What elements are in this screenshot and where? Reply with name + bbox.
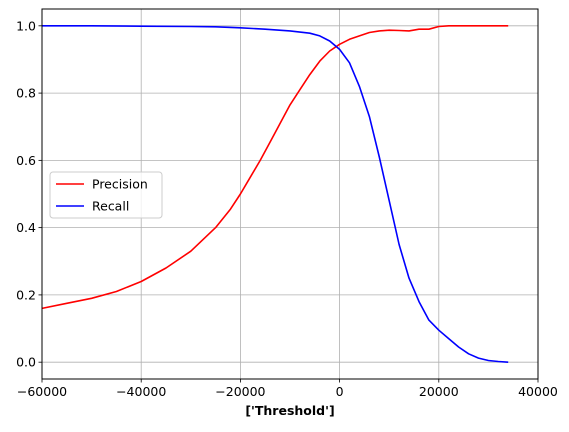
series-line-recall [42, 24, 509, 363]
y-tick-label: 0.2 [16, 287, 36, 302]
x-tick-label: 0 [336, 384, 344, 399]
y-tick-label: 1.0 [16, 18, 36, 33]
legend-label-precision: Precision [92, 177, 148, 192]
x-tick-label: −40000 [116, 384, 166, 399]
series-line-precision [41, 24, 509, 310]
y-tick-label: 0.6 [16, 153, 36, 168]
series-lines [41, 24, 509, 363]
legend-label-recall: Recall [92, 199, 129, 214]
x-tick-label: 20000 [419, 384, 459, 399]
x-axis-label: ['Threshold'] [245, 403, 334, 418]
axis-ticks: −60000 −40000 −20000 0 20000 40000 0.0 0.2 0.4 0.… [16, 18, 558, 399]
x-tick-label: −60000 [17, 384, 67, 399]
x-tick-label: −20000 [215, 384, 265, 399]
legend: Precision Recall [49, 171, 163, 219]
x-tick-label: 40000 [518, 384, 558, 399]
plot-frame [41, 8, 539, 380]
y-tick-label: 0.0 [16, 355, 36, 370]
y-tick-label: 0.8 [16, 86, 36, 101]
y-tick-label: 0.4 [16, 220, 36, 235]
